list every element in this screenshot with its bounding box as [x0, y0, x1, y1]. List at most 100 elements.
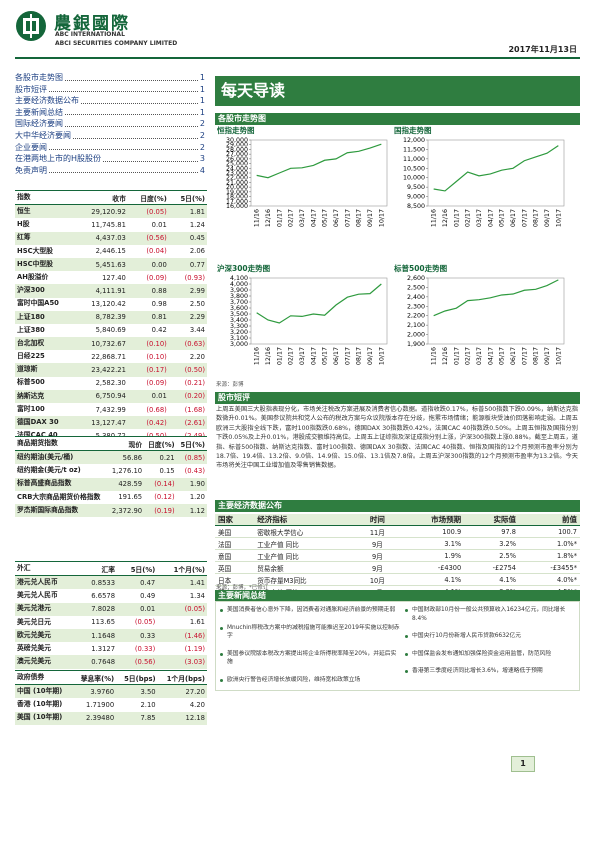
table-cell: 0.98 — [151, 300, 167, 309]
table-cell: (0.63) — [168, 337, 207, 351]
table-cell: 12.18 — [157, 711, 207, 725]
table-cell: 英国 — [215, 561, 255, 574]
column-header: 指数 — [15, 189, 77, 206]
y-tick-label: 3,600 — [230, 305, 248, 312]
table-cell: 3.1% — [396, 537, 465, 550]
toc-leader — [49, 142, 198, 151]
column-header: 现价 — [107, 435, 145, 452]
y-tick-label: 9,500 — [407, 184, 425, 191]
econ-table: 国家 经济指标 时间 市场预期 实际值 前值 美国 密歇根大学信心 11月 100.9 97.8 10… — [215, 514, 580, 598]
toc-page: 1 — [199, 73, 205, 82]
x-tick-label: 02/17 — [288, 347, 295, 365]
chart-title: 国指走势图 — [394, 126, 432, 135]
table-row: 上证180 8,782.39 0.81 2.29 — [15, 310, 207, 324]
toc-leader — [73, 130, 198, 139]
table-cell: 0.00 — [127, 257, 169, 272]
table-cell: CRB大宗商品期货价格指数 — [17, 492, 101, 501]
news-item: 美国参议院版本税改方案提出将企业所得税率降至20%，并延后实施 — [220, 650, 400, 667]
table-row: 美元兑人民币 6.6578 0.49 1.34 — [15, 589, 207, 602]
table-row: 法国CAC 40 5,380.72(0.50)(2.49) — [15, 429, 207, 442]
y-tick-label: 11,500 — [403, 146, 425, 153]
table-cell: 3.9760 — [72, 684, 117, 699]
table-cell: 1,276.10 — [111, 466, 143, 475]
x-tick-label: 06/17 — [510, 347, 517, 365]
table-row: HSC大型股 2,446.15 (0.04) 2.06 — [15, 245, 207, 258]
toc-label: 各股市走势图 — [15, 73, 63, 82]
table-cell: 英磅兑美元 — [17, 643, 51, 652]
table-cell: 货币存量M3同比 — [254, 573, 358, 586]
table-cell: 工业产值 同比 — [254, 537, 358, 550]
table-cell: 0.77 — [168, 257, 207, 272]
table-row: 德国DAX 30 13,127.47 (0.42) (2.61) — [15, 416, 207, 430]
toc-page: 1 — [199, 96, 205, 106]
table-row: 日经225 22,868.71 (0.10) 2.20 — [15, 350, 207, 363]
table-cell: 4,111.91 — [76, 284, 128, 298]
table-cell: 23,422.21 — [76, 363, 128, 377]
table-cell: 100.7 — [518, 525, 580, 538]
table-cell: 2.06 — [189, 247, 205, 256]
section-header: 主要新闻总结 — [215, 590, 580, 602]
y-tick-label: 12,000 — [403, 137, 425, 144]
x-tick-label: 07/17 — [344, 347, 351, 365]
table-row: 美国 (10年期) 2.39480 7.85 12.18 — [15, 711, 207, 725]
y-tick-label: 3,800 — [230, 293, 248, 300]
company-name: 農銀國際 — [54, 14, 130, 34]
toc-label: 免责声明 — [15, 165, 47, 175]
table-cell: 0.45 — [168, 231, 207, 245]
table-row: 沪深300 4,111.91 0.88 2.99 — [15, 284, 207, 298]
table-cell: 13,127.47 — [76, 416, 128, 430]
table-cell: 日本 — [215, 573, 255, 586]
toc-leader — [103, 153, 198, 162]
table-row: 富时100 7,432.99 (0.68) (1.68) — [15, 403, 207, 416]
table-cell: 2.50 — [189, 300, 205, 309]
x-tick-label: 08/17 — [356, 347, 363, 365]
table-row: 纳斯达克 6,750.94 0.01 (0.20) — [15, 389, 207, 403]
x-tick-label: 10/17 — [378, 347, 385, 365]
news-item: 欧洲央行警告经济增长放缓风险，维持宽松政策立场 — [220, 676, 400, 685]
table-cell: 6.6578 — [91, 591, 116, 600]
column-header: 商品期货指数 — [15, 435, 108, 452]
table-cell: 密歇根大学信心 — [254, 525, 358, 538]
table-cell: 0.81 — [127, 310, 169, 324]
toc-entry: 企业要闻 2 — [15, 142, 205, 154]
y-tick-label: 3,300 — [230, 323, 248, 330]
table-cell: 0.33 — [117, 628, 158, 643]
header-rule — [15, 57, 580, 59]
table-cell: 道琼斯 — [15, 363, 77, 377]
y-tick-label: 3,000 — [230, 341, 248, 348]
x-tick-label: 06/17 — [333, 209, 340, 227]
table-cell: 100.9 — [396, 525, 465, 538]
table-cell: 3.50 — [116, 684, 158, 699]
table-cell: 3.44 — [189, 326, 205, 335]
x-tick-label: 10/17 — [555, 209, 562, 227]
y-tick-label: 4,000 — [230, 281, 248, 288]
column-header: 孳息率(%) — [72, 669, 117, 686]
table-cell: 台北加权 — [15, 337, 77, 351]
table-cell: 9月 — [357, 549, 397, 562]
x-tick-label: 04/17 — [310, 209, 317, 227]
x-tick-label: 08/17 — [533, 209, 540, 227]
x-tick-label: 04/17 — [487, 347, 494, 365]
table-row: 美元兑港元 7.8028 0.01 (0.05) — [15, 602, 207, 616]
column-header: 5日(%) — [117, 560, 158, 577]
table-cell: 1.12 — [176, 503, 207, 518]
company-name-en: ABC INTERNATIONAL — [55, 31, 125, 38]
data-table: 商品期货指数 现价 日度(%) 5日(%) 纽约期油(美元/桶) 56.86 0.21 (0.… — [15, 435, 207, 518]
table-cell: 127.40 — [102, 273, 126, 282]
table-cell: HSC中型股 — [15, 257, 77, 272]
table-cell: 11月 — [357, 525, 397, 538]
table-cell: AH股溢价 — [17, 272, 49, 281]
table-cell: 191.65 — [118, 493, 143, 502]
table-cell: 0.01 — [117, 602, 158, 616]
table-cell: (0.68) — [146, 405, 167, 414]
table-row: 意国 工业产值 同比 9月 1.9% 2.5% 1.8%* — [215, 549, 580, 562]
column-header: 日度(%) — [127, 189, 169, 206]
y-tick-label: 3,400 — [230, 317, 248, 324]
x-tick-label: 02/17 — [465, 209, 472, 227]
table-cell: 1.9% — [396, 549, 465, 562]
table-cell: 1.8%* — [518, 549, 580, 562]
x-tick-label: 12/16 — [265, 347, 272, 365]
column-header: 时间 — [357, 514, 397, 526]
toc-page: 1 — [199, 84, 205, 94]
table-cell: (0.56) — [127, 231, 169, 245]
